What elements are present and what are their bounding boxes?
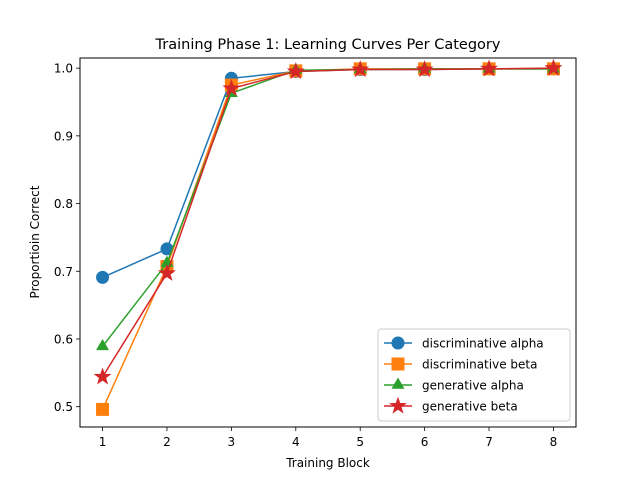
y-axis-label: Proportioin Correct <box>28 185 42 298</box>
x-tick-label: 2 <box>163 435 171 449</box>
data-point <box>480 59 498 77</box>
data-point <box>93 367 112 385</box>
legend-label: discriminative alpha <box>422 337 544 351</box>
x-tick-label: 7 <box>485 435 493 449</box>
x-tick-label: 4 <box>292 435 300 449</box>
data-point <box>351 60 370 78</box>
data-point <box>96 402 110 416</box>
data-point <box>96 270 110 284</box>
x-tick-label: 3 <box>228 435 236 449</box>
y-tick-label: 1.0 <box>54 62 73 76</box>
legend-label: discriminative beta <box>422 358 537 372</box>
data-point <box>160 242 174 256</box>
data-point <box>222 79 241 97</box>
series-layer <box>93 58 563 416</box>
x-tick-label: 6 <box>421 435 429 449</box>
data-point <box>96 338 110 351</box>
axis-ticks: 1 2 3 4 5 6 7 8 0.5 0.6 0.7 0.8 0.9 1.0 <box>54 62 557 449</box>
legend: discriminative alpha discriminative beta g… <box>377 328 571 422</box>
legend-marker <box>389 396 407 414</box>
x-tick-label: 5 <box>356 435 364 449</box>
data-point <box>286 62 305 80</box>
legend-marker <box>391 336 405 350</box>
x-tick-label: 8 <box>550 435 558 449</box>
y-tick-label: 0.9 <box>54 129 73 143</box>
data-point <box>158 263 176 281</box>
legend-box <box>377 328 571 422</box>
legend-label: generative beta <box>422 400 518 414</box>
legend-label: generative alpha <box>422 379 524 393</box>
y-tick-label: 0.5 <box>54 400 73 414</box>
chart-title: Training Phase 1: Learning Curves Per Ca… <box>155 37 501 53</box>
series <box>93 58 563 385</box>
legend-marker <box>391 357 405 371</box>
data-point <box>544 58 563 76</box>
x-tick-label: 1 <box>99 435 107 449</box>
legend-marker <box>391 377 405 389</box>
y-tick-label: 0.6 <box>54 332 73 346</box>
y-tick-label: 0.7 <box>54 265 73 279</box>
y-tick-label: 0.8 <box>54 197 73 211</box>
series-line <box>101 67 554 378</box>
x-axis-label: Training Block <box>285 456 370 470</box>
plot-frame <box>79 57 577 428</box>
data-point <box>415 60 434 78</box>
